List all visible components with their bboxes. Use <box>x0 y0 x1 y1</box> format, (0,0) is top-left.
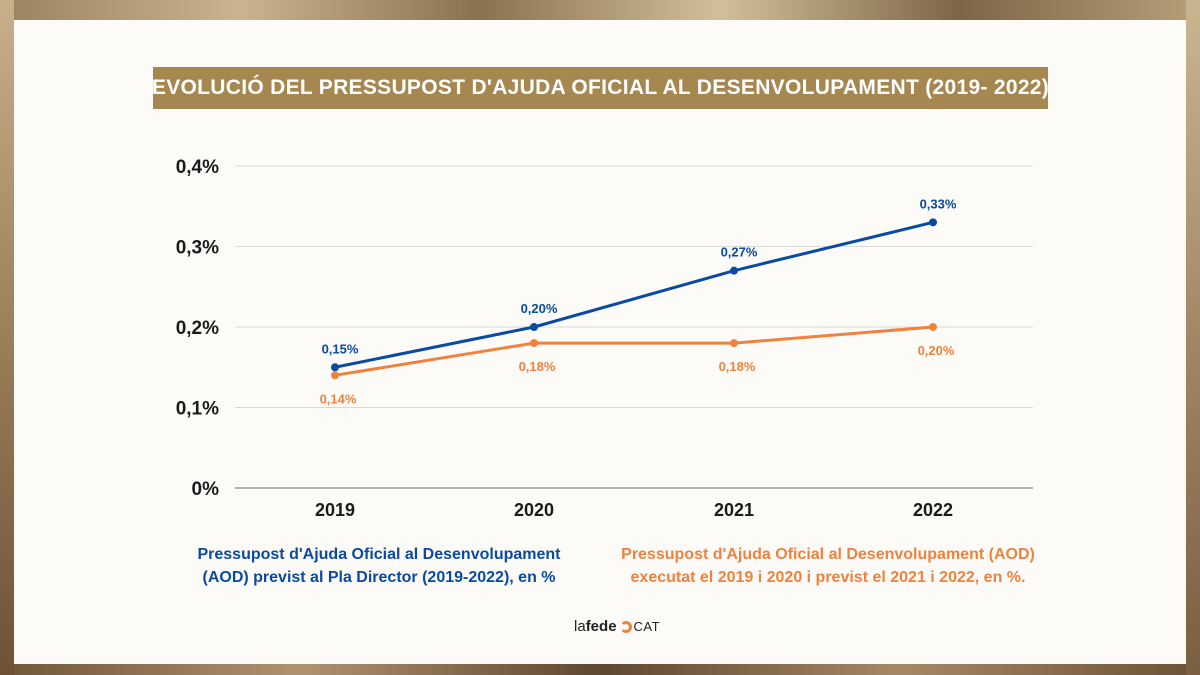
data-label: 0,27% <box>721 245 758 260</box>
legend-orange-line-1: Pressupost d'Ajuda Oficial al Desenvolup… <box>621 546 1035 563</box>
x-tick-label: 2022 <box>913 500 953 520</box>
title-bar: EVOLUCIÓ DEL PRESSUPOST D'AJUDA OFICIAL … <box>151 67 1050 109</box>
x-tick-label: 2021 <box>714 500 754 520</box>
data-label: 0,18% <box>519 359 556 374</box>
x-tick-label: 2020 <box>514 500 554 520</box>
data-point <box>929 218 937 227</box>
data-label: 0,15% <box>322 341 359 356</box>
series-line <box>334 325 934 377</box>
legend-blue-line-1: Pressupost d'Ajuda Oficial al Desenvolup… <box>197 546 561 563</box>
data-point <box>530 323 538 331</box>
data-label: 0,33% <box>920 196 957 211</box>
background-photo-top <box>0 0 1200 20</box>
chart-title: EVOLUCIÓ DEL PRESSUPOST D'AJUDA OFICIAL … <box>151 76 1050 99</box>
data-point <box>929 323 937 331</box>
logo-fede: fede <box>585 618 617 635</box>
data-point <box>331 371 339 380</box>
y-tick-label: 0,3% <box>176 238 219 259</box>
data-label: 0,18% <box>719 359 756 374</box>
legend-blue-line-2: (AOD) previst al Pla Director (2019-2022… <box>202 569 556 586</box>
legend-orange-line-2: executat el 2019 i 2020 i previst el 202… <box>630 569 1026 586</box>
data-label: 0,20% <box>918 343 955 358</box>
background-photo-bottom <box>0 664 1200 675</box>
y-tick-label: 0,1% <box>176 399 219 420</box>
y-tick-label: 0,4% <box>176 157 219 178</box>
lafede-logo: la fede CAT <box>574 618 660 635</box>
series-line <box>334 220 934 369</box>
background-photo-left <box>0 0 14 675</box>
legend-blue-series: Pressupost d'Ajuda Oficial al Desenvolup… <box>164 543 594 589</box>
y-tick-label: 0% <box>192 479 220 500</box>
logo-cat: CAT <box>633 619 661 634</box>
background-photo-right <box>1186 0 1200 675</box>
y-tick-label: 0,2% <box>176 318 219 339</box>
legend-orange-series: Pressupost d'Ajuda Oficial al Desenvolup… <box>613 543 1043 589</box>
logo-ring-icon <box>619 620 632 633</box>
data-point <box>730 339 738 348</box>
data-label: 0,14% <box>320 391 357 406</box>
x-tick-label: 2019 <box>315 500 355 520</box>
data-point <box>331 363 339 372</box>
logo-la: la <box>574 618 586 635</box>
data-point <box>730 266 738 275</box>
data-label: 0,20% <box>521 301 558 316</box>
data-point <box>530 339 538 348</box>
